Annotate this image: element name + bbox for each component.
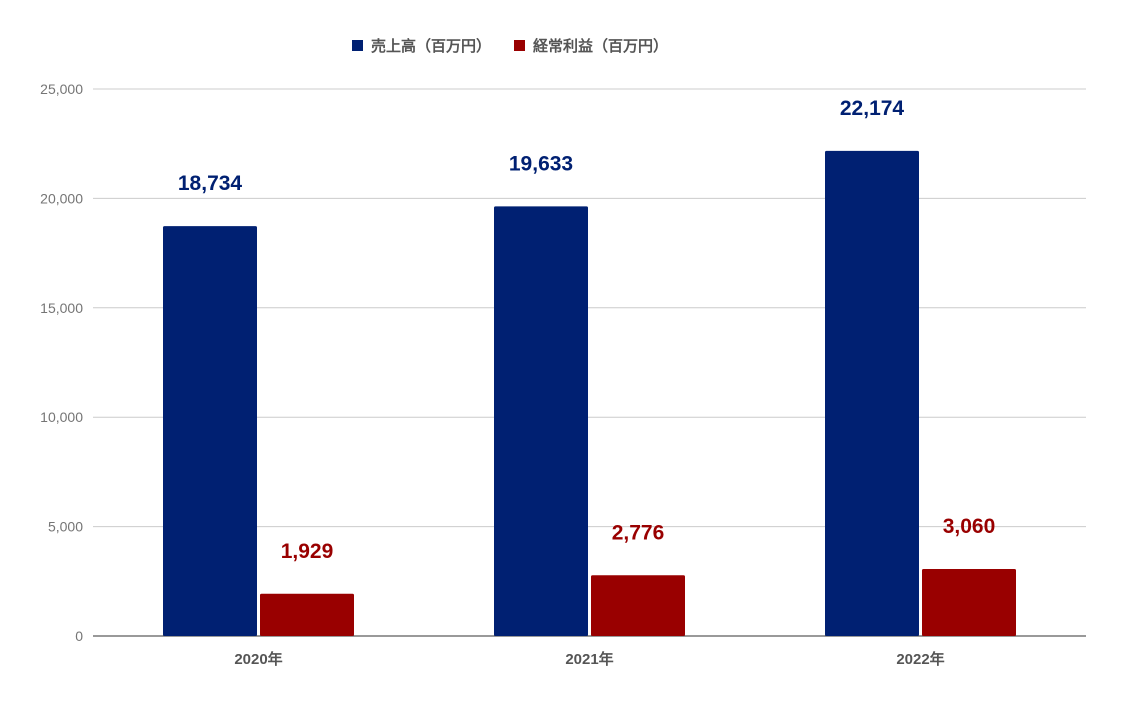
data-label: 1,929 (281, 540, 334, 563)
y-tick-label: 0 (75, 628, 83, 644)
legend-swatch-ordinary-profit (514, 40, 525, 51)
data-label: 2,776 (612, 521, 665, 544)
data-label: 19,633 (509, 152, 573, 175)
data-label: 18,734 (178, 172, 243, 195)
legend-swatch-sales (352, 40, 363, 51)
x-tick-label: 2020年 (234, 650, 282, 668)
x-tick-label: 2021年 (565, 650, 613, 668)
bar-sales-2021年 (494, 206, 588, 636)
legend-label-sales: 売上高（百万円） (371, 37, 491, 55)
bar-ordinary-profit-2022年 (922, 569, 1016, 636)
y-axis: 0 5,000 10,000 15,000 20,000 25,000 (40, 81, 83, 644)
bar-sales-2022年 (825, 150, 919, 636)
data-label: 3,060 (943, 515, 996, 538)
bar-ordinary-profit-2021年 (591, 575, 685, 636)
x-axis: 2020年 2021年 2022年 (234, 650, 944, 668)
y-tick-label: 5,000 (48, 519, 83, 535)
y-tick-label: 15,000 (40, 300, 83, 316)
y-tick-label: 20,000 (40, 190, 83, 206)
bar-ordinary-profit-2020年 (260, 593, 354, 636)
gridlines (93, 88, 1086, 637)
bar-sales-2020年 (163, 226, 257, 636)
legend-label-ordinary-profit: 経常利益（百万円） (533, 37, 668, 55)
data-labels: 18,734 1,929 19,633 2,776 22,174 3,060 (178, 97, 995, 563)
y-tick-label: 25,000 (40, 81, 83, 97)
y-tick-label: 10,000 (40, 409, 83, 425)
legend: 売上高（百万円） 経常利益（百万円） (352, 37, 668, 55)
x-tick-label: 2022年 (896, 650, 944, 668)
data-label: 22,174 (840, 97, 905, 120)
bars (163, 150, 1016, 636)
